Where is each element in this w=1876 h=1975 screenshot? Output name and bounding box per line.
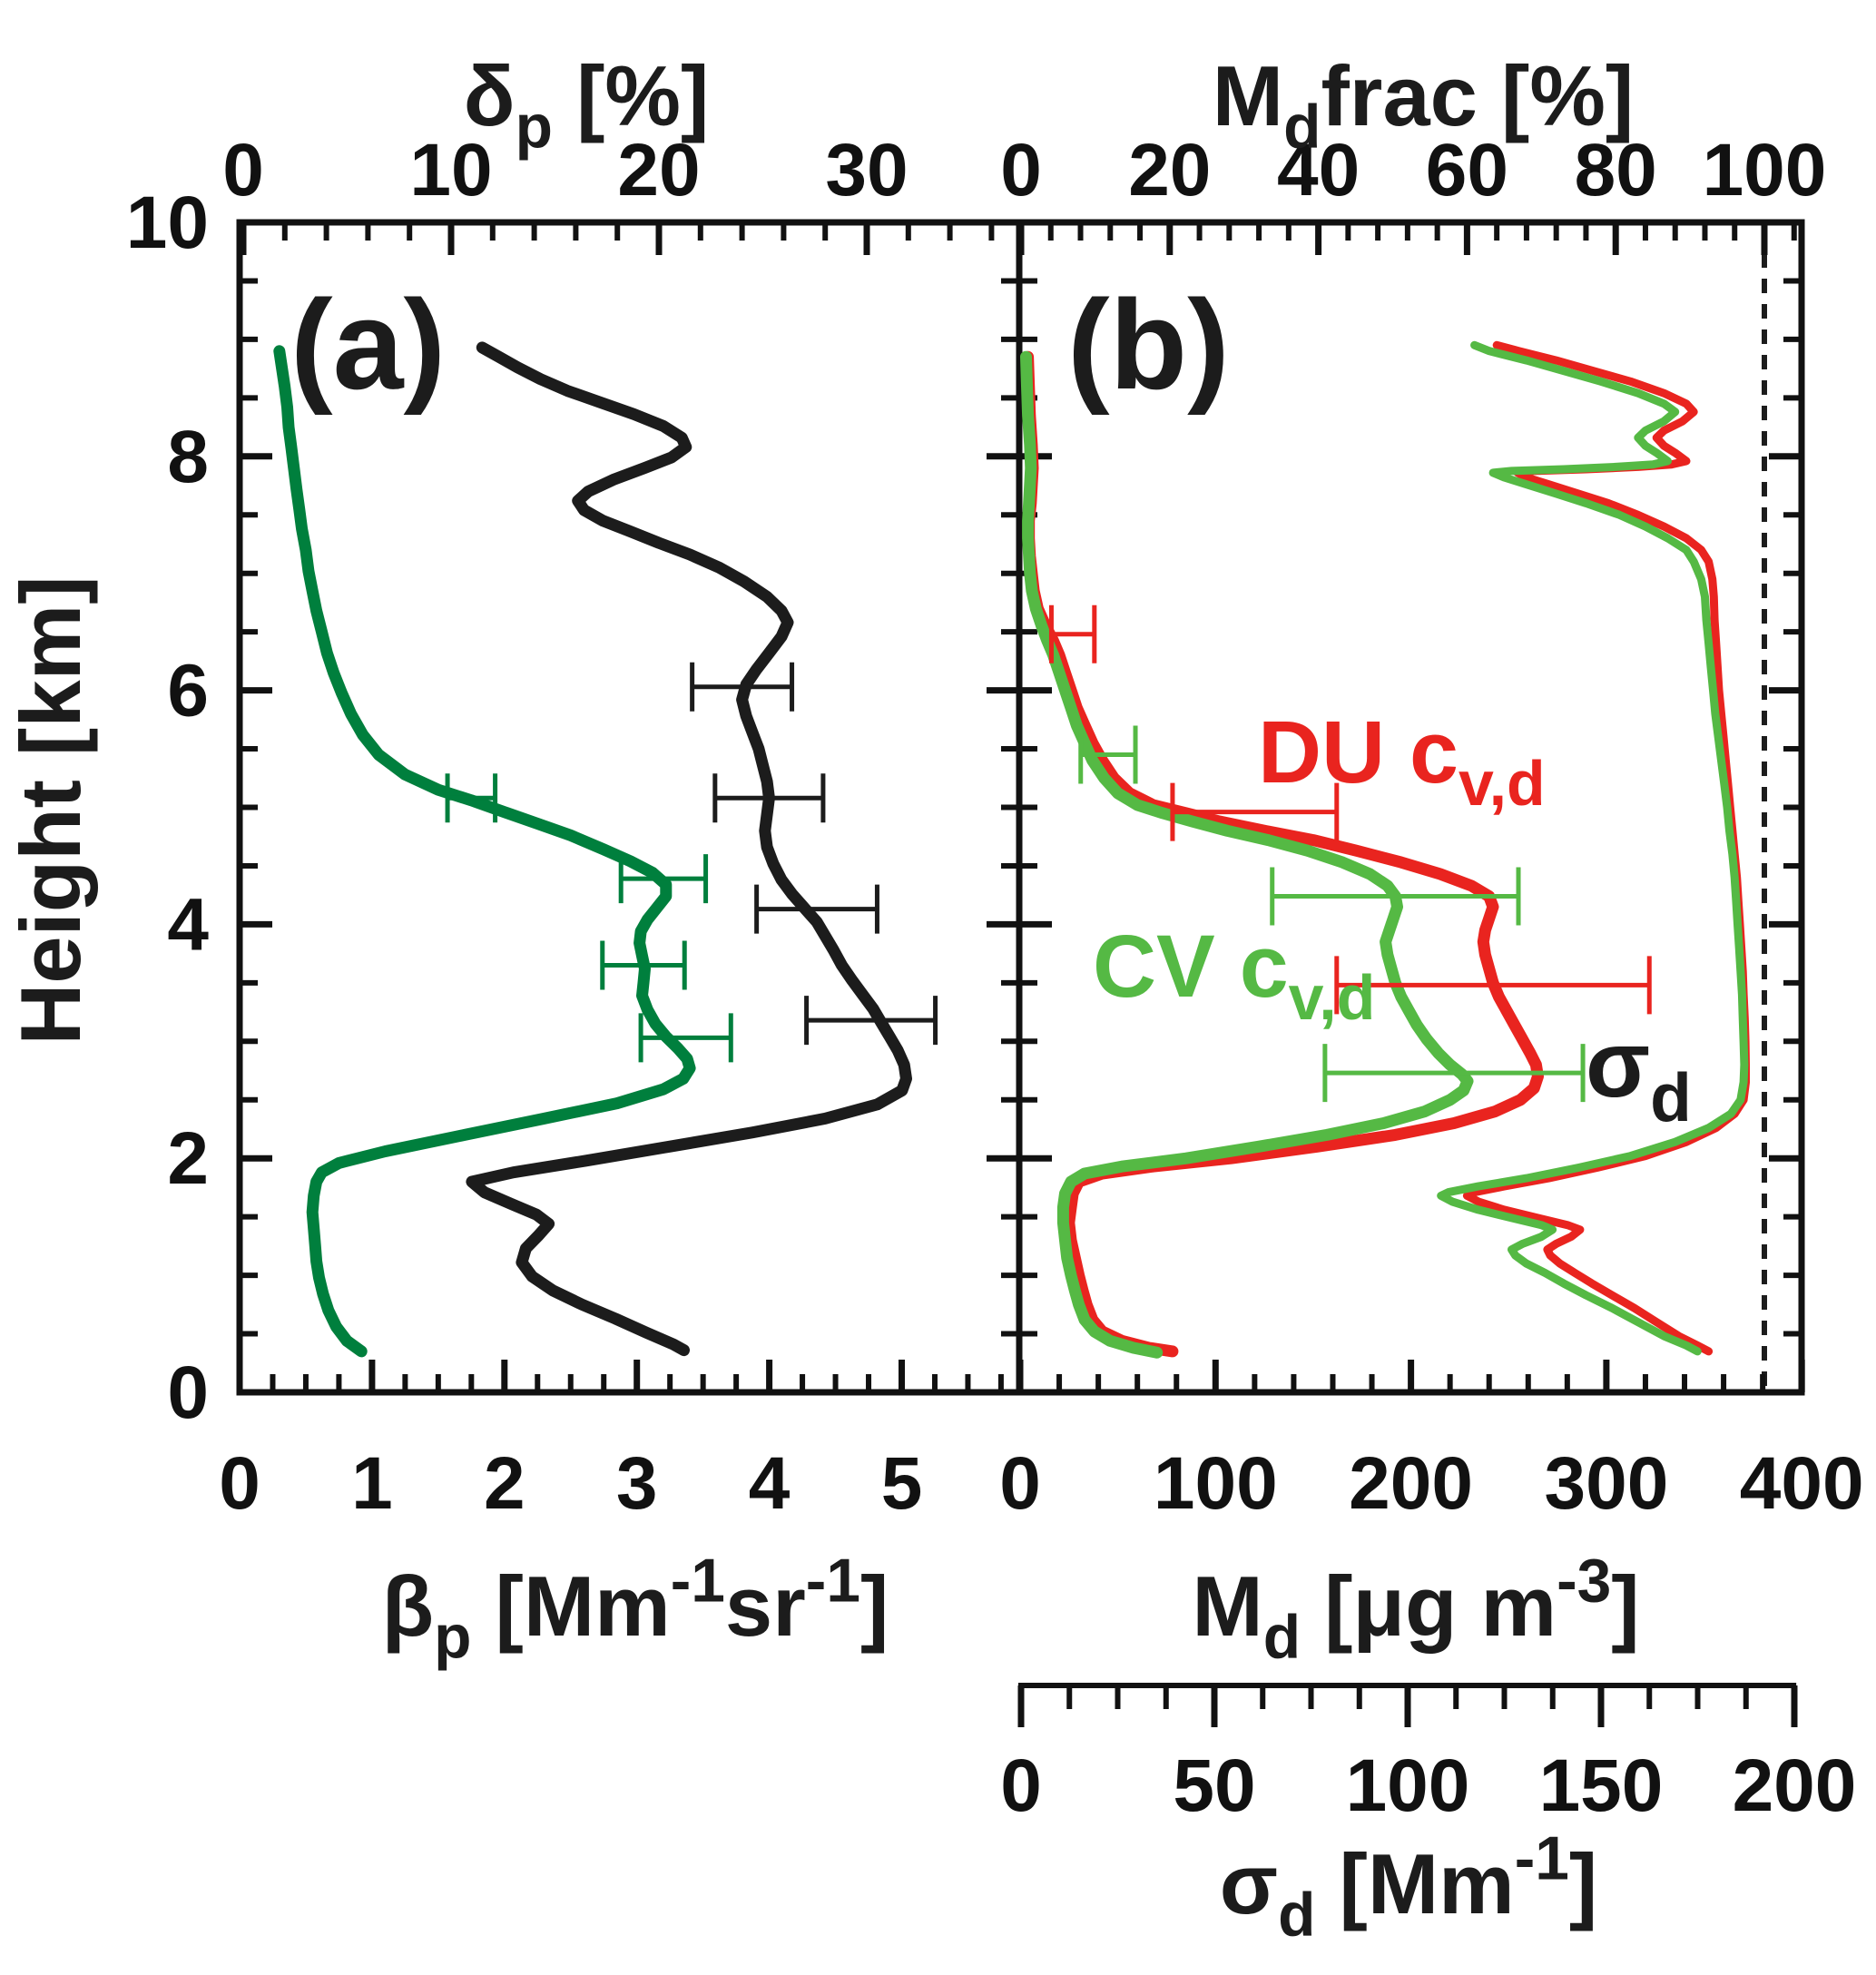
height-axis-right bbox=[1769, 219, 1802, 1396]
label-sigma-d-part: d bbox=[1650, 1059, 1692, 1135]
title-sigma-part: ] bbox=[1569, 1836, 1597, 1931]
title-delta-part: [%] bbox=[553, 48, 709, 143]
panel-b-tag-part: (b) bbox=[1067, 273, 1230, 416]
panel-b-top-axis-mdfrac-tick-label: 40 bbox=[1277, 129, 1360, 211]
panel-a-bottom-axis-beta-tick-label: 3 bbox=[616, 1442, 658, 1525]
title-md-part: [ bbox=[1301, 1558, 1352, 1654]
panel-a-top-axis-delta-tick-label: 30 bbox=[825, 129, 908, 211]
panel-a-bottom-axis-beta: 0 1 2 3 4 5 bbox=[219, 1360, 1004, 1525]
panel-b-bottom-axis-md-tick-label: 100 bbox=[1154, 1442, 1278, 1525]
sigma-d-ruler-axis: 0 50 100 150 200 bbox=[1000, 1683, 1857, 1827]
title-delta-part: δ bbox=[464, 48, 516, 143]
title-beta-part: ] bbox=[860, 1558, 889, 1654]
title-md-part: d bbox=[1263, 1603, 1301, 1671]
height-tick-label: 10 bbox=[126, 182, 209, 264]
panel-b-top-axis-mdfrac-tick-label: 80 bbox=[1575, 129, 1657, 211]
label-du-cvd-part: DU c bbox=[1258, 703, 1459, 801]
height-axis-left: 0 2 4 6 8 10 bbox=[126, 182, 272, 1434]
panel-a-top-axis-delta-tick-label: 0 bbox=[222, 129, 264, 211]
error-bars-beta_p bbox=[445, 773, 733, 1063]
panel-a-top-axis-delta-tick-label: 20 bbox=[617, 129, 700, 211]
height-tick-label: 6 bbox=[167, 650, 209, 732]
title-md-part: g m bbox=[1405, 1558, 1557, 1654]
title-mdfrac-part: d bbox=[1283, 93, 1321, 161]
title-mdfrac: Mdfrac [%] bbox=[1213, 48, 1634, 161]
panel-a-top-axis-delta-tick-label: 10 bbox=[409, 129, 492, 211]
panel-b-bottom-axis-md: 0 100 200 300 400 bbox=[999, 1360, 1864, 1525]
series-group-panel_b bbox=[1020, 340, 1750, 1359]
height-tick-label: 4 bbox=[167, 883, 209, 966]
label-du-cvd: DU cv,d bbox=[1258, 703, 1546, 819]
title-md-part: μ bbox=[1352, 1558, 1405, 1654]
series-beta_p-curve bbox=[273, 345, 696, 1358]
title-beta: βp [Mm-1sr-1] bbox=[382, 1547, 889, 1671]
panel-a-bottom-axis-beta-tick-label: 4 bbox=[749, 1442, 791, 1525]
title-beta-part: -1 bbox=[806, 1547, 860, 1615]
series-frac_cv-curve bbox=[1437, 340, 1749, 1356]
error-bars-delta_p bbox=[690, 662, 938, 1046]
panel-b-top-axis-mdfrac-tick-label: 100 bbox=[1703, 129, 1827, 211]
title-height: Height [km] bbox=[3, 576, 98, 1046]
label-sigma-d-part: σ bbox=[1586, 1012, 1650, 1117]
sigma-d-ruler-axis-tick-label: 150 bbox=[1539, 1744, 1664, 1827]
title-sigma-part: -1 bbox=[1515, 1824, 1569, 1892]
panel-b-top-axis-mdfrac-tick-label: 20 bbox=[1128, 129, 1211, 211]
series-md_cv-curve bbox=[1020, 350, 1474, 1359]
panel-a-tag: (a) bbox=[290, 273, 446, 416]
title-beta-part: β bbox=[382, 1558, 434, 1654]
title-sigma: σd [Mm-1] bbox=[1220, 1824, 1597, 1949]
title-beta-part: -1 bbox=[671, 1547, 725, 1615]
label-cv-cvd-part: v,d bbox=[1289, 962, 1376, 1033]
title-sigma-part: d bbox=[1278, 1881, 1315, 1949]
panel-b-top-axis-mdfrac-tick-label: 60 bbox=[1426, 129, 1508, 211]
panel-b-bottom-axis-md-tick-label: 0 bbox=[999, 1442, 1041, 1525]
error-bars-md_du bbox=[1048, 604, 1652, 1015]
series-group-panel_a bbox=[273, 341, 912, 1358]
sigma-d-ruler-axis-tick-label: 100 bbox=[1346, 1744, 1470, 1827]
height-tick-label: 2 bbox=[167, 1117, 209, 1200]
panel-a-tag-part: (a) bbox=[290, 273, 446, 416]
title-beta-part: sr bbox=[725, 1558, 806, 1654]
error-bars-md_cv bbox=[1078, 725, 1586, 1103]
title-sigma-part: [Mm bbox=[1315, 1836, 1514, 1931]
panel-a-bottom-axis-beta-tick-label: 1 bbox=[351, 1442, 393, 1525]
title-md-part: -3 bbox=[1557, 1547, 1611, 1615]
title-delta: δp [%] bbox=[464, 48, 710, 161]
sigma-d-ruler-axis-tick-label: 50 bbox=[1173, 1744, 1255, 1827]
panel-b-top-axis-mdfrac-tick-label: 0 bbox=[1000, 129, 1042, 211]
panel-a-top-axis-delta: 0 10 20 30 bbox=[222, 129, 995, 255]
label-cv-cvd-part: CV c bbox=[1093, 917, 1289, 1016]
title-mdfrac-part: frac [%] bbox=[1321, 48, 1634, 143]
title-delta-part: p bbox=[516, 93, 553, 161]
height-tick-label: 8 bbox=[167, 416, 209, 498]
panel-b-bottom-axis-md-tick-label: 300 bbox=[1544, 1442, 1668, 1525]
panel-b-bottom-axis-md-tick-label: 400 bbox=[1740, 1442, 1864, 1525]
title-md: Md [μg m-3] bbox=[1192, 1547, 1639, 1671]
series-delta_p-curve bbox=[466, 341, 912, 1357]
panel-a-bottom-axis-beta-tick-label: 2 bbox=[484, 1442, 525, 1525]
height-tick-label: 0 bbox=[167, 1351, 209, 1434]
label-du-cvd-part: v,d bbox=[1459, 748, 1546, 819]
title-beta-part: [Mm bbox=[471, 1558, 670, 1654]
panel-b-tag: (b) bbox=[1067, 273, 1230, 416]
title-md-part: M bbox=[1192, 1558, 1262, 1654]
sigma-d-ruler-axis-tick-label: 200 bbox=[1733, 1744, 1857, 1827]
title-md-part: ] bbox=[1611, 1558, 1639, 1654]
title-height-part: Height [km] bbox=[3, 576, 98, 1046]
panel-b-top-axis-mdfrac: 0 20 40 60 80 100 bbox=[1000, 129, 1826, 255]
label-sigma-d: σd bbox=[1586, 1012, 1692, 1135]
panel-a-bottom-axis-beta-tick-label: 0 bbox=[219, 1442, 260, 1525]
panel-a-bottom-axis-beta-tick-label: 5 bbox=[881, 1442, 923, 1525]
title-sigma-part: σ bbox=[1220, 1836, 1278, 1931]
title-beta-part: p bbox=[434, 1603, 471, 1671]
title-mdfrac-part: M bbox=[1213, 48, 1283, 143]
label-cv-cvd: CV cv,d bbox=[1093, 917, 1375, 1033]
panel-b-bottom-axis-md-tick-label: 200 bbox=[1349, 1442, 1473, 1525]
sigma-d-ruler-axis-tick-label: 0 bbox=[1000, 1744, 1042, 1827]
